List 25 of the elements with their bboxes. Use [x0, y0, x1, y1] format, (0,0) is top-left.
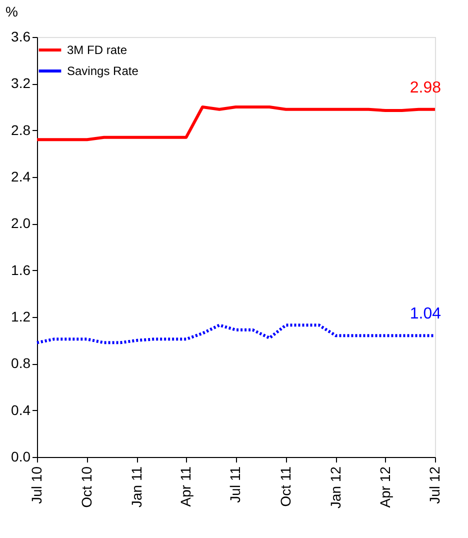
x-tick-label: Jan 11	[128, 466, 145, 508]
y-tick-label: 2.8	[11, 122, 31, 138]
x-tick-label: Jul 12	[426, 466, 442, 504]
x-tick-label: Apr 12	[376, 466, 393, 508]
x-tick-label: Oct 11	[277, 466, 294, 507]
line-series	[36, 106, 436, 142]
y-tick-label: 0.8	[11, 355, 31, 372]
y-tick-label: 3.2	[11, 75, 31, 92]
annotation: 1.04	[410, 306, 442, 323]
y-tick-label: 2.0	[11, 215, 31, 232]
legend-label: Savings Rate	[67, 64, 139, 78]
y-tick-label: 0.4	[11, 402, 31, 418]
x-tick-label: Jul 10	[28, 466, 44, 504]
x-tick-label: Apr 11	[178, 466, 194, 507]
x-tick-label: Jan 12	[327, 466, 344, 509]
x-tick-label: Oct 10	[78, 466, 95, 508]
legend-label: 3M FD rate	[67, 43, 128, 57]
x-tick-label: Jul 11	[227, 466, 244, 503]
y-tick-label: 1.2	[11, 308, 31, 324]
y-tick-label: 2.4	[11, 168, 31, 184]
y-tick-label: 1.6	[11, 262, 31, 278]
y-axis-title: %	[6, 4, 18, 20]
y-tick-label: 0.0	[11, 448, 31, 464]
annotation: 2.98	[410, 79, 442, 96]
y-tick-label: 3.6	[11, 28, 31, 44]
